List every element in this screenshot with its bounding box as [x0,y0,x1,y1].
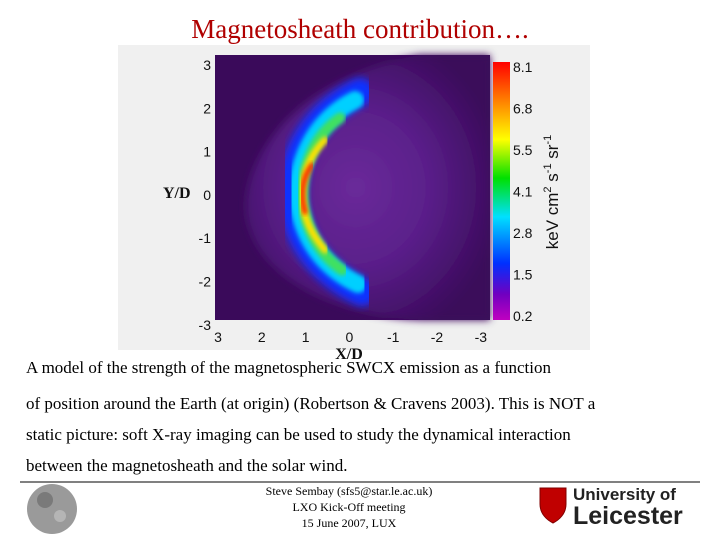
x-tick-label: -1 [387,329,400,345]
caption-line: of position around the Earth (at origin)… [26,394,596,413]
colorbar-tick-label: 4.1 [513,184,533,200]
heatmap [245,55,490,320]
slide-title: Magnetosheath contribution…. [191,14,528,44]
colorbar [493,62,510,320]
unit-sup: -1 [542,163,554,173]
contact-line: Steve Sembay (sfs5@star.le.ac.uk) [266,484,433,498]
caption-line: between the magnetosheath and the solar … [26,456,347,475]
caption-line: A model of the strength of the magnetosp… [26,358,552,377]
unit-sup: -1 [542,135,554,145]
logo-line: University of [573,485,676,504]
colorbar-tick-label: 1.5 [513,267,533,283]
unit-part: keV cm [543,193,562,250]
colorbar-tick-label: 0.2 [513,308,533,324]
y-tick-label: 2 [203,100,211,116]
y-tick-label: -2 [199,274,212,290]
unit-part: sr [543,144,562,163]
colorbar-tick-label: 5.5 [513,142,533,158]
contact-line: 15 June 2007, LUX [302,516,397,530]
unit-part: s [543,173,562,186]
y-tick-label: 1 [203,144,211,160]
y-tick-label: 0 [203,187,211,203]
caption-line: static picture: soft X-ray imaging can b… [26,425,571,444]
logo-line: Leicester [573,502,683,530]
contact-line: LXO Kick-Off meeting [292,500,405,514]
x-tick-label: 0 [346,329,354,345]
x-tick-label: -3 [475,329,488,345]
moon-crater [37,492,53,508]
x-tick-label: -2 [431,329,444,345]
y-tick-label: -1 [199,230,212,246]
colorbar-unit: keV cm2 s-1 sr-1 [542,135,562,250]
university-logo: University of Leicester [539,485,683,530]
colorbar-tick-label: 2.8 [513,225,533,241]
x-axis-label: X/D [335,346,363,363]
colorbar-tick-label: 8.1 [513,59,533,75]
x-tick-label: 3 [214,329,222,345]
y-tick-label: -3 [199,317,212,333]
moon-crater [54,510,66,522]
unit-sup: 2 [542,186,554,192]
x-tick-label: 1 [302,329,310,345]
y-tick-label: 3 [203,57,211,73]
x-tick-label: 2 [258,329,266,345]
colorbar-tick-label: 6.8 [513,101,533,117]
y-axis-label: Y/D [163,185,191,202]
moon-image [27,484,77,534]
